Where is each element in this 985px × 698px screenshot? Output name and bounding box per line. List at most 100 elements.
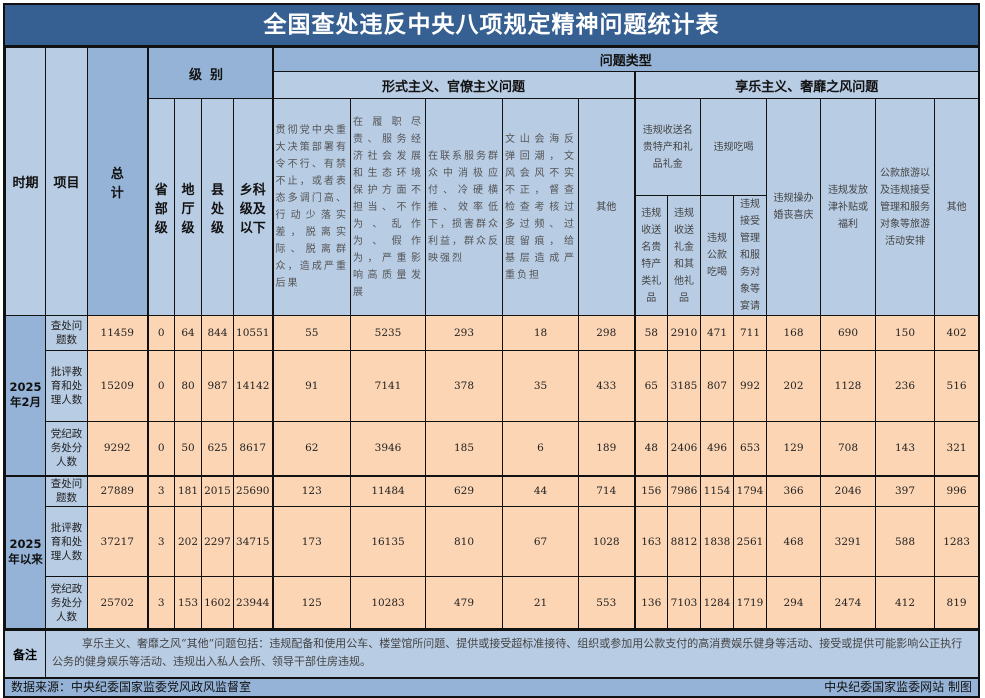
value-cell: 471	[700, 315, 735, 351]
value-cell: 25690	[232, 475, 274, 507]
value-cell: 27889	[87, 475, 148, 507]
value-cell: 7141	[350, 350, 427, 422]
row-item-label: 查处问题数	[45, 315, 88, 351]
value-cell: 37217	[87, 506, 148, 577]
value-cell: 690	[820, 315, 877, 351]
value-cell: 3185	[667, 350, 702, 422]
value-cell: 48	[633, 421, 669, 476]
value-cell: 588	[875, 506, 936, 577]
value-cell: 202	[766, 350, 822, 422]
header-dining-public: 违规公款吃喝	[700, 195, 735, 316]
value-cell: 553	[578, 576, 636, 629]
value-cell: 468	[766, 506, 822, 577]
value-cell: 181	[174, 475, 202, 507]
value-cell: 3	[146, 475, 175, 507]
value-cell: 807	[700, 350, 735, 422]
value-cell: 153	[174, 576, 202, 629]
value-cell: 819	[934, 576, 980, 629]
note-text: 享乐主义、奢靡之风“其他”问题包括：违规配备和使用公车、楼堂馆所问题、提供或接受…	[52, 637, 963, 668]
value-cell: 25702	[87, 576, 148, 629]
header-gifts-money: 违规收送礼金和其他礼品	[667, 195, 702, 316]
credit: 中央纪委国家监委网站 制图	[824, 680, 972, 694]
value-cell: 714	[578, 475, 636, 507]
value-cell: 8812	[667, 506, 702, 577]
value-cell: 173	[271, 506, 352, 577]
value-cell: 10551	[232, 315, 274, 351]
value-cell: 708	[820, 421, 877, 476]
row-item-label: 查处问题数	[45, 475, 88, 507]
value-cell: 129	[766, 421, 822, 476]
row-item-label: 批评教育和处理人数	[45, 350, 88, 422]
value-cell: 2561	[733, 506, 768, 577]
value-cell: 6	[502, 421, 580, 476]
value-cell: 150	[875, 315, 936, 351]
value-cell: 50	[174, 421, 202, 476]
header-period: 时期	[5, 47, 46, 316]
value-cell: 202	[174, 506, 202, 577]
value-cell: 402	[934, 315, 980, 351]
value-cell: 397	[875, 475, 936, 507]
value-cell: 8617	[232, 421, 274, 476]
value-cell: 64	[174, 315, 202, 351]
note-label: 备注	[5, 631, 46, 677]
header-weddings-funerals: 违规操办婚丧喜庆	[766, 98, 822, 316]
row-item-label: 党纪政务处分人数	[45, 421, 88, 476]
value-cell: 123	[271, 475, 352, 507]
value-cell: 15209	[87, 350, 148, 422]
value-cell: 236	[875, 350, 936, 422]
value-cell: 34715	[232, 506, 274, 577]
value-cell: 2910	[667, 315, 702, 351]
row-item-label: 批评教育和处理人数	[45, 506, 88, 577]
header-level-prefectural: 地厅级	[174, 98, 202, 316]
value-cell: 810	[425, 506, 504, 577]
value-cell: 433	[578, 350, 636, 422]
value-cell: 1838	[700, 506, 735, 577]
value-cell: 143	[875, 421, 936, 476]
value-cell: 844	[201, 315, 234, 351]
table-row: 批评教育和处理人数 37217 3 202 2297 34715 173 16135 810 67…	[6, 506, 980, 577]
value-cell: 11459	[87, 315, 148, 351]
table-title: 全国查处违反中央八项规定精神问题统计表	[5, 5, 978, 47]
header-formalism-col-4: 文山会海反弹回潮，文风会风不实不正，督查检查考核过多过频、过度留痕，给基层造成严…	[502, 98, 580, 316]
value-cell: 366	[766, 475, 822, 507]
table-row: 党纪政务处分人数 25702 3 153 1602 23944 125 10283 479 21 5…	[6, 576, 980, 629]
value-cell: 3291	[820, 506, 877, 577]
value-cell: 7986	[667, 475, 702, 507]
header-level-township: 乡科级及以下	[232, 98, 274, 316]
value-cell: 125	[271, 576, 352, 629]
period-label: 2025年2月	[5, 315, 46, 476]
value-cell: 189	[578, 421, 636, 476]
value-cell: 987	[201, 350, 234, 422]
header-formalism-other: 其他	[578, 98, 636, 316]
value-cell: 1602	[201, 576, 234, 629]
header-formalism-col-1: 贯彻党中央重大决策部署有令不行、有禁不止，或者表态多调门高、行动少落实差，脱离实…	[271, 98, 352, 316]
value-cell: 2297	[201, 506, 234, 577]
value-cell: 62	[271, 421, 352, 476]
value-cell: 18	[502, 315, 580, 351]
value-cell: 3	[146, 576, 175, 629]
value-cell: 5235	[350, 315, 427, 351]
value-cell: 2015	[201, 475, 234, 507]
header-level-provincial: 省部级	[146, 98, 175, 316]
value-cell: 185	[425, 421, 504, 476]
value-cell: 516	[934, 350, 980, 422]
value-cell: 378	[425, 350, 504, 422]
row-item-label: 党纪政务处分人数	[45, 576, 88, 629]
value-cell: 16135	[350, 506, 427, 577]
value-cell: 44	[502, 475, 580, 507]
value-cell: 136	[633, 576, 669, 629]
value-cell: 3	[146, 506, 175, 577]
value-cell: 629	[425, 475, 504, 507]
value-cell: 2474	[820, 576, 877, 629]
value-cell: 992	[733, 350, 768, 422]
value-cell: 11484	[350, 475, 427, 507]
value-cell: 9292	[87, 421, 148, 476]
value-cell: 7103	[667, 576, 702, 629]
footer: 数据来源：中央纪委国家监委党风政风监督室 中央纪委国家监委网站 制图	[5, 677, 978, 696]
period-label: 2025年以来	[5, 475, 46, 629]
note-section: 备注 享乐主义、奢靡之风“其他”问题包括：违规配备和使用公车、楼堂馆所问题、提供…	[5, 629, 978, 677]
table-row: 批评教育和处理人数 15209 0 80 987 14142 91 7141 378 35 433 6…	[6, 350, 980, 422]
header-formalism-col-3: 在联系服务群众中消极应付、冷硬横推、效率低下，损害群众利益，群众反映强烈	[425, 98, 504, 316]
value-cell: 14142	[232, 350, 274, 422]
header-formalism: 形式主义、官僚主义问题	[271, 71, 636, 99]
